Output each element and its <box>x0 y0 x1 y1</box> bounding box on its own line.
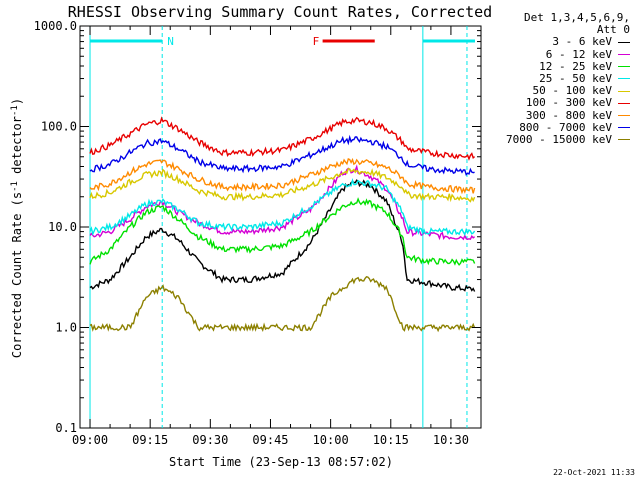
legend-label: 300 - 800 keV <box>525 108 612 122</box>
legend-rows: 3 - 6 keV 6 - 12 keV 12 - 25 keV 25 - 50 ke… <box>460 36 630 146</box>
legend-swatch <box>618 66 630 68</box>
y-axis-label-main: Corrected Count Rate (s <box>10 192 24 358</box>
y-axis-label: Corrected Count Rate (s-1 detector-1) <box>10 98 24 358</box>
x-tick-label: 10:00 <box>313 433 349 447</box>
chart-title: RHESSI Observing Summary Count Rates, Co… <box>68 3 492 21</box>
series-line <box>89 116 476 161</box>
y-axis: 0.1 1.0 10.0 100.0 1000.0 <box>34 19 481 435</box>
legend-swatch <box>618 127 630 129</box>
series-line <box>89 157 476 195</box>
legend-label: 50 - 100 keV <box>532 84 612 98</box>
legend-header: Det 1,3,4,5,6,9, Att 0 <box>524 11 630 37</box>
legend-swatch <box>618 78 630 80</box>
series-line <box>89 197 476 266</box>
series-line <box>89 168 476 203</box>
legend-item: 6 - 12 keV <box>460 47 630 61</box>
legend-label: 3 - 6 keV <box>552 35 612 49</box>
legend-item: 7000 - 15000 keV <box>460 132 630 146</box>
legend-item: 300 - 800 keV <box>460 108 630 122</box>
legend-item: 25 - 50 keV <box>460 71 630 85</box>
legend-swatch <box>618 102 630 104</box>
legend-label: 7000 - 15000 keV <box>506 132 612 146</box>
flag-label: F <box>313 35 320 48</box>
x-tick-label: 10:30 <box>433 433 469 447</box>
x-tick-label: 10:15 <box>373 433 409 447</box>
x-tick-label: 09:45 <box>252 433 288 447</box>
y-axis-label-sup2: -1 <box>10 105 20 116</box>
x-axis-label: Start Time (23-Sep-13 08:57:02) <box>169 455 393 469</box>
series-line <box>89 177 476 237</box>
legend-label: 100 - 300 keV <box>525 96 612 110</box>
y-tick-label: 0.1 <box>55 421 77 435</box>
x-tick-label: 09:30 <box>192 433 228 447</box>
series-layer <box>89 116 476 333</box>
legend-swatch <box>618 41 630 43</box>
legend-swatch <box>618 115 630 117</box>
legend-swatch <box>618 139 630 141</box>
y-tick-label: 1.0 <box>55 321 77 335</box>
x-tick-label: 09:00 <box>72 433 108 447</box>
legend-label: 800 - 7000 keV <box>519 120 612 134</box>
legend-label: 25 - 50 keV <box>539 71 612 85</box>
marker-lines <box>89 26 468 428</box>
legend-swatch <box>618 90 630 92</box>
legend-swatch <box>618 54 630 56</box>
legend-item: 3 - 6 keV <box>460 36 630 48</box>
series-line <box>89 276 476 333</box>
y-axis-label-mid: detector <box>10 116 24 181</box>
series-line <box>89 164 476 241</box>
y-axis-label-sup: -1 <box>10 181 20 192</box>
legend: Det 1,3,4,5,6,9, Att 0 3 - 6 keV 6 - 12 k… <box>460 11 630 146</box>
legend-item: 12 - 25 keV <box>460 59 630 73</box>
y-tick-label: 100.0 <box>41 120 77 134</box>
legend-item: 50 - 100 keV <box>460 85 630 97</box>
y-tick-label: 10.0 <box>48 220 77 234</box>
series-line <box>89 134 475 176</box>
legend-item: 800 - 7000 keV <box>460 120 630 134</box>
flag-label: N <box>167 35 174 48</box>
legend-label: 12 - 25 keV <box>539 59 612 73</box>
footer-date: 22-Oct-2021 11:33 <box>553 468 635 477</box>
y-tick-label: 1000.0 <box>34 19 77 33</box>
legend-item: 100 - 300 keV <box>460 97 630 109</box>
x-tick-label: 09:15 <box>132 433 168 447</box>
series-line <box>89 179 476 292</box>
legend-label: 6 - 12 keV <box>545 47 612 61</box>
x-axis: 09:00 09:15 09:30 09:45 10:00 10:15 10:30 <box>72 26 469 447</box>
y-axis-label-end: ) <box>10 98 24 105</box>
